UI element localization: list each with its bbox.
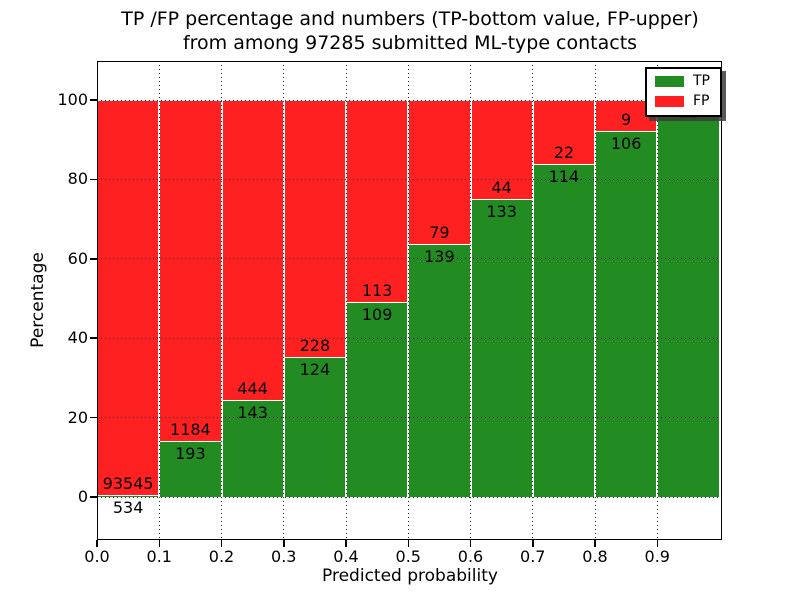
x-tick-label: 0.8 [582, 547, 608, 566]
bar-segment-fp [221, 100, 284, 401]
x-tick-label: 0.1 [146, 547, 172, 566]
gridline-horizontal [97, 337, 722, 339]
bar-segment-tp [595, 131, 658, 497]
x-tick [469, 540, 472, 547]
x-tick [345, 540, 347, 547]
x-tick [407, 540, 409, 547]
x-tick-label: 0.7 [520, 547, 546, 566]
y-tick-label: 20 [67, 407, 88, 427]
x-tick [220, 540, 223, 547]
x-tick-label: 0.4 [333, 547, 359, 566]
x-tick-label: 0.5 [395, 547, 421, 566]
x-tick [532, 540, 534, 547]
tp-value-label: 534 [112, 497, 144, 517]
bar-segment-fp [532, 100, 595, 165]
fp-value-label: 9 [621, 110, 632, 130]
bar-segment-fp [408, 100, 471, 244]
fp-value-label: 44 [491, 177, 512, 197]
x-tick [656, 540, 658, 547]
x-tick [283, 540, 285, 547]
x-tick-label: 0.2 [208, 547, 235, 566]
bar-segment-fp [283, 100, 346, 358]
gridline-vertical [470, 61, 471, 540]
fp-value-label: 79 [429, 222, 450, 242]
y-tick [90, 416, 97, 419]
fp-value-label: 93545 [102, 473, 154, 493]
legend-swatch-fp-icon [655, 96, 684, 107]
y-tick [90, 337, 97, 339]
x-axis-label: Predicted probability [322, 566, 498, 586]
gridline-vertical [345, 61, 347, 540]
x-tick-label: 0.6 [457, 547, 484, 566]
y-tick-label: 80 [67, 169, 88, 189]
x-tick [158, 540, 160, 547]
gridline-vertical [407, 61, 409, 540]
y-tick-label: 60 [67, 248, 88, 268]
bar-segment-tp [408, 243, 471, 497]
tp-value-label: 193 [175, 444, 206, 464]
bar-segment-tp [657, 100, 720, 497]
y-tick [90, 99, 97, 101]
legend-label-fp: FP [693, 93, 710, 109]
gridline-horizontal [97, 258, 722, 260]
bar-segment-tp [283, 357, 346, 497]
x-tick-label: 0.0 [84, 547, 110, 566]
gridline-horizontal [97, 178, 722, 180]
fp-value-label: 228 [299, 336, 331, 356]
tp-value-label: 106 [610, 134, 642, 154]
legend-swatch-tp-icon [655, 76, 684, 87]
y-tick [90, 258, 97, 260]
gridline-vertical [594, 61, 596, 540]
bar-segment-fp [346, 100, 409, 303]
y-tick-label: 100 [57, 90, 88, 109]
tp-value-label: 109 [361, 305, 393, 325]
y-tick [90, 496, 97, 498]
bar-segment-fp [97, 100, 160, 495]
gridline-vertical [221, 61, 222, 540]
fp-value-label: 113 [361, 281, 393, 301]
gridline-vertical [532, 61, 534, 540]
gridline-vertical [158, 61, 160, 540]
tp-value-label: 114 [548, 167, 580, 187]
x-tick-label: 0.9 [644, 547, 670, 566]
x-tick-label: 0.3 [271, 547, 297, 566]
gridline-horizontal [97, 496, 722, 498]
legend-item-fp: FP [655, 94, 710, 109]
tp-value-label: 124 [299, 360, 331, 380]
plot-area: 93545 534 1184 193 444 143 228 124 113 109 79 139 44… [97, 61, 722, 540]
chart-title-line-2: from among 97285 submitted ML-type conta… [182, 32, 638, 54]
tp-value-label: 139 [424, 246, 455, 266]
fp-value-label: 1184 [170, 420, 211, 440]
y-tick-label: 0 [77, 487, 88, 506]
gridline-horizontal [97, 99, 722, 101]
legend-item-tp: TP [655, 74, 710, 89]
y-tick-label: 40 [67, 328, 88, 348]
gridline-vertical [656, 61, 658, 540]
legend: TP FP [645, 67, 722, 117]
bar-segment-tp [159, 441, 222, 497]
chart-title: TP /FP percentage and numbers (TP-bottom… [97, 7, 723, 55]
bar-segment-tp [346, 302, 409, 497]
fp-value-label: 444 [237, 379, 268, 399]
bar-segment-tp [221, 400, 284, 497]
bar-segment-fp [159, 100, 222, 442]
bar-segment-tp [532, 164, 595, 497]
gridline-vertical [283, 61, 285, 540]
gridline-horizontal [97, 417, 722, 419]
fp-value-label: 22 [553, 143, 575, 163]
y-tick [90, 178, 97, 181]
chart-title-line-1: TP /FP percentage and numbers (TP-bottom… [121, 8, 699, 30]
tp-value-label: 133 [486, 201, 517, 221]
x-tick [96, 540, 98, 547]
legend-label-tp: TP [693, 73, 710, 89]
bar-segment-tp [470, 198, 533, 497]
x-tick [594, 540, 596, 547]
tp-value-label: 143 [237, 403, 268, 423]
